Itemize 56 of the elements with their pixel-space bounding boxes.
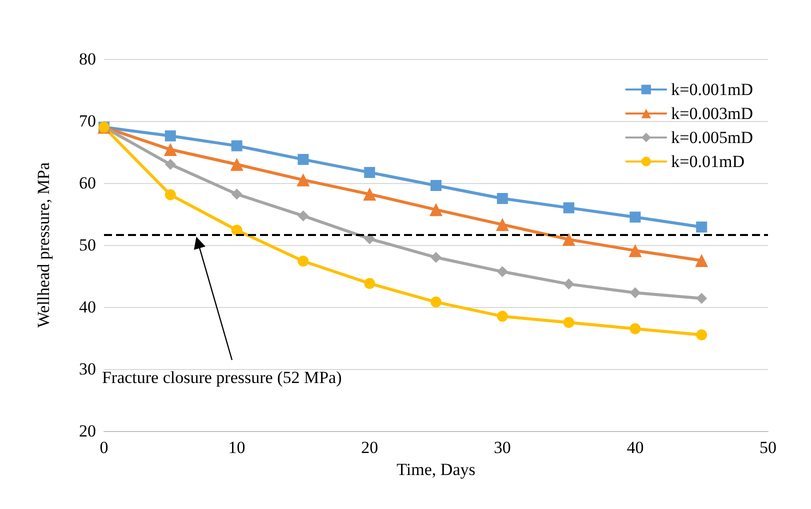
point: [496, 193, 508, 204]
point: [296, 173, 310, 186]
point: [364, 278, 376, 289]
x-tick-label: 10: [228, 438, 246, 457]
point: [430, 203, 442, 216]
legend-label: k=0.01mD: [671, 152, 745, 171]
point: [298, 154, 309, 165]
point: [695, 254, 708, 267]
point: [364, 166, 376, 178]
point: [363, 188, 376, 201]
point: [496, 310, 508, 322]
point: [628, 244, 642, 258]
point: [164, 189, 176, 200]
x-tick-label: 20: [361, 438, 378, 457]
point: [496, 266, 508, 278]
point: [430, 180, 442, 191]
y-tick-label: 70: [79, 112, 96, 130]
x-tick-label: 40: [626, 438, 644, 457]
point: [630, 323, 641, 334]
y-tick-label: 50: [79, 236, 96, 254]
y-tick-label: 80: [79, 50, 96, 68]
y-tick-label: 40: [79, 298, 96, 316]
point: [230, 158, 244, 171]
point: [630, 212, 641, 223]
y-tick-label: 30: [79, 360, 96, 378]
point: [164, 130, 176, 142]
point: [231, 224, 242, 236]
x-tick-label: 0: [100, 438, 108, 457]
x-axis-title: Time, Days: [396, 460, 476, 479]
x-tick-label: 50: [760, 438, 776, 457]
x-tick-label: 30: [494, 438, 511, 457]
point: [430, 296, 442, 308]
point: [563, 202, 574, 214]
point: [630, 287, 641, 298]
point: [298, 256, 309, 267]
y-tick-label: 60: [79, 174, 96, 192]
point: [562, 232, 576, 246]
y-axis-title: Wellhead pressure, MPa: [34, 162, 53, 328]
point: [696, 292, 708, 304]
point: [164, 143, 177, 156]
point: [563, 278, 574, 290]
point: [563, 317, 574, 328]
point: [496, 218, 509, 232]
point: [364, 233, 376, 244]
point: [164, 158, 176, 170]
legend-label: k=0.005mD: [671, 128, 754, 147]
point: [231, 140, 242, 152]
point: [298, 210, 309, 222]
point: [696, 222, 708, 233]
point: [231, 188, 242, 200]
annotation: Fracture closure pressure (52 MPa): [102, 368, 342, 388]
y-tick-label: 20: [79, 422, 96, 440]
legend-label: k=0.003mD: [671, 104, 754, 123]
point: [430, 252, 442, 263]
legend-label: k=0.001mD: [671, 80, 754, 99]
point: [696, 329, 708, 340]
